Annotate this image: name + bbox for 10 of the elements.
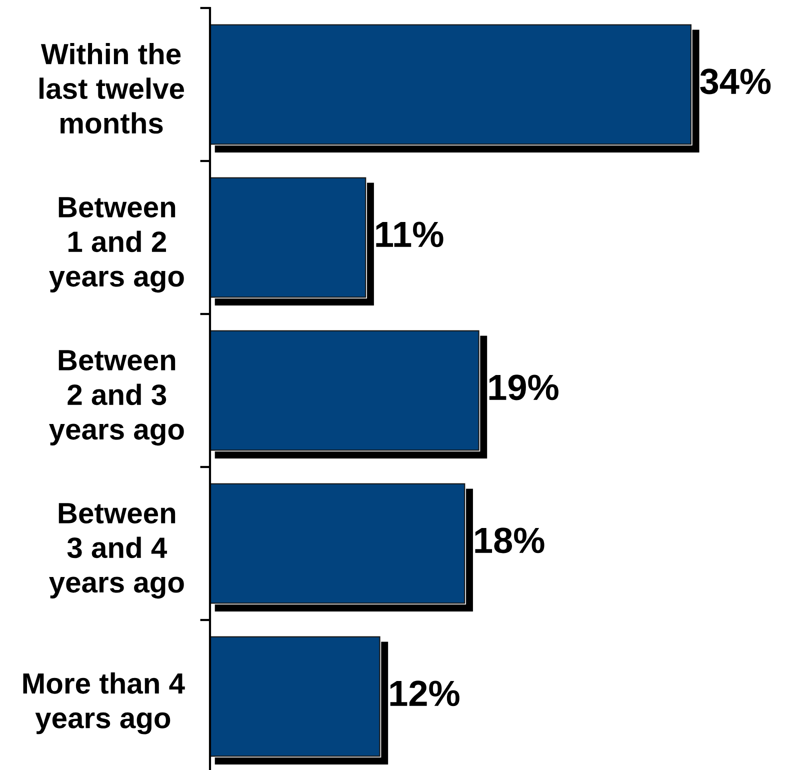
y-tick-label: Between 2 and 3 years ago <box>49 350 184 446</box>
y-tick-label: Within the last twelve months <box>40 43 184 134</box>
y-tick-label: Between 1 and 2 years ago <box>49 197 184 293</box>
y-tick-label: Between 3 and 4 years ago <box>49 503 184 599</box>
data-label: 19% <box>489 374 558 400</box>
data-label: 11% <box>376 222 444 248</box>
y-tick-label: More than 4 years ago <box>23 672 185 734</box>
data-label: 12% <box>390 680 460 706</box>
data-label: 34% <box>700 68 771 94</box>
data-label: 18% <box>475 528 544 554</box>
